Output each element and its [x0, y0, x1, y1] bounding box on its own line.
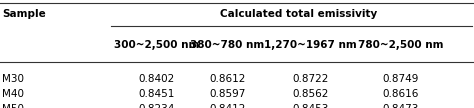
- Text: 300~2,500 nm: 300~2,500 nm: [114, 40, 199, 50]
- Text: Sample: Sample: [2, 9, 46, 19]
- Text: 0.8412: 0.8412: [210, 104, 246, 108]
- Text: 0.8616: 0.8616: [383, 89, 419, 99]
- Text: 0.8562: 0.8562: [292, 89, 328, 99]
- Text: M30: M30: [2, 74, 24, 84]
- Text: 1,270~1967 nm: 1,270~1967 nm: [264, 40, 357, 50]
- Text: 0.8234: 0.8234: [138, 104, 174, 108]
- Text: M50: M50: [2, 104, 24, 108]
- Text: 780~2,500 nm: 780~2,500 nm: [358, 40, 443, 50]
- Text: 380~780 nm: 380~780 nm: [191, 40, 264, 50]
- Text: Calculated total emissivity: Calculated total emissivity: [220, 9, 377, 19]
- Text: 0.8451: 0.8451: [138, 89, 174, 99]
- Text: 0.8722: 0.8722: [292, 74, 328, 84]
- Text: M40: M40: [2, 89, 24, 99]
- Text: 0.8597: 0.8597: [210, 89, 246, 99]
- Text: 0.8473: 0.8473: [383, 104, 419, 108]
- Text: 0.8749: 0.8749: [383, 74, 419, 84]
- Text: 0.8402: 0.8402: [138, 74, 174, 84]
- Text: 0.8612: 0.8612: [210, 74, 246, 84]
- Text: 0.8453: 0.8453: [292, 104, 328, 108]
